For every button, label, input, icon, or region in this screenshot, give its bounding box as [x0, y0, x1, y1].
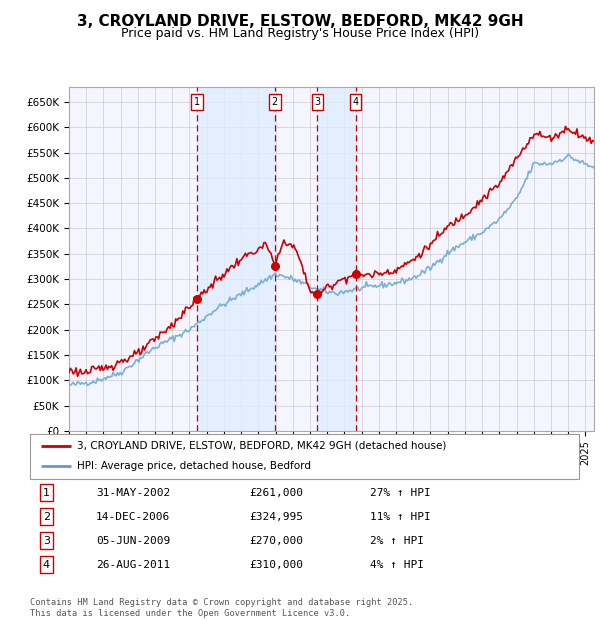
Text: £310,000: £310,000 — [250, 560, 304, 570]
Text: 4% ↑ HPI: 4% ↑ HPI — [370, 560, 424, 570]
FancyBboxPatch shape — [30, 434, 579, 479]
Text: 11% ↑ HPI: 11% ↑ HPI — [370, 512, 431, 521]
Text: 1: 1 — [194, 97, 200, 107]
Text: £324,995: £324,995 — [250, 512, 304, 521]
Text: £261,000: £261,000 — [250, 487, 304, 498]
Text: HPI: Average price, detached house, Bedford: HPI: Average price, detached house, Bedf… — [77, 461, 311, 471]
Text: 3, CROYLAND DRIVE, ELSTOW, BEDFORD, MK42 9GH (detached house): 3, CROYLAND DRIVE, ELSTOW, BEDFORD, MK42… — [77, 441, 446, 451]
Text: £270,000: £270,000 — [250, 536, 304, 546]
Text: 27% ↑ HPI: 27% ↑ HPI — [370, 487, 431, 498]
Text: Price paid vs. HM Land Registry's House Price Index (HPI): Price paid vs. HM Land Registry's House … — [121, 27, 479, 40]
Text: 05-JUN-2009: 05-JUN-2009 — [96, 536, 170, 546]
Text: 14-DEC-2006: 14-DEC-2006 — [96, 512, 170, 521]
Text: 4: 4 — [353, 97, 359, 107]
Text: 26-AUG-2011: 26-AUG-2011 — [96, 560, 170, 570]
Text: 2% ↑ HPI: 2% ↑ HPI — [370, 536, 424, 546]
Text: 4: 4 — [43, 560, 50, 570]
Bar — [197, 87, 275, 431]
Text: 3: 3 — [314, 97, 320, 107]
Text: 2: 2 — [272, 97, 278, 107]
Text: 3: 3 — [43, 536, 50, 546]
Text: 2: 2 — [43, 512, 50, 521]
Text: Contains HM Land Registry data © Crown copyright and database right 2025.
This d: Contains HM Land Registry data © Crown c… — [30, 598, 413, 618]
Text: 3, CROYLAND DRIVE, ELSTOW, BEDFORD, MK42 9GH: 3, CROYLAND DRIVE, ELSTOW, BEDFORD, MK42… — [77, 14, 523, 29]
Text: 1: 1 — [43, 487, 50, 498]
Text: 31-MAY-2002: 31-MAY-2002 — [96, 487, 170, 498]
Bar — [317, 87, 356, 431]
